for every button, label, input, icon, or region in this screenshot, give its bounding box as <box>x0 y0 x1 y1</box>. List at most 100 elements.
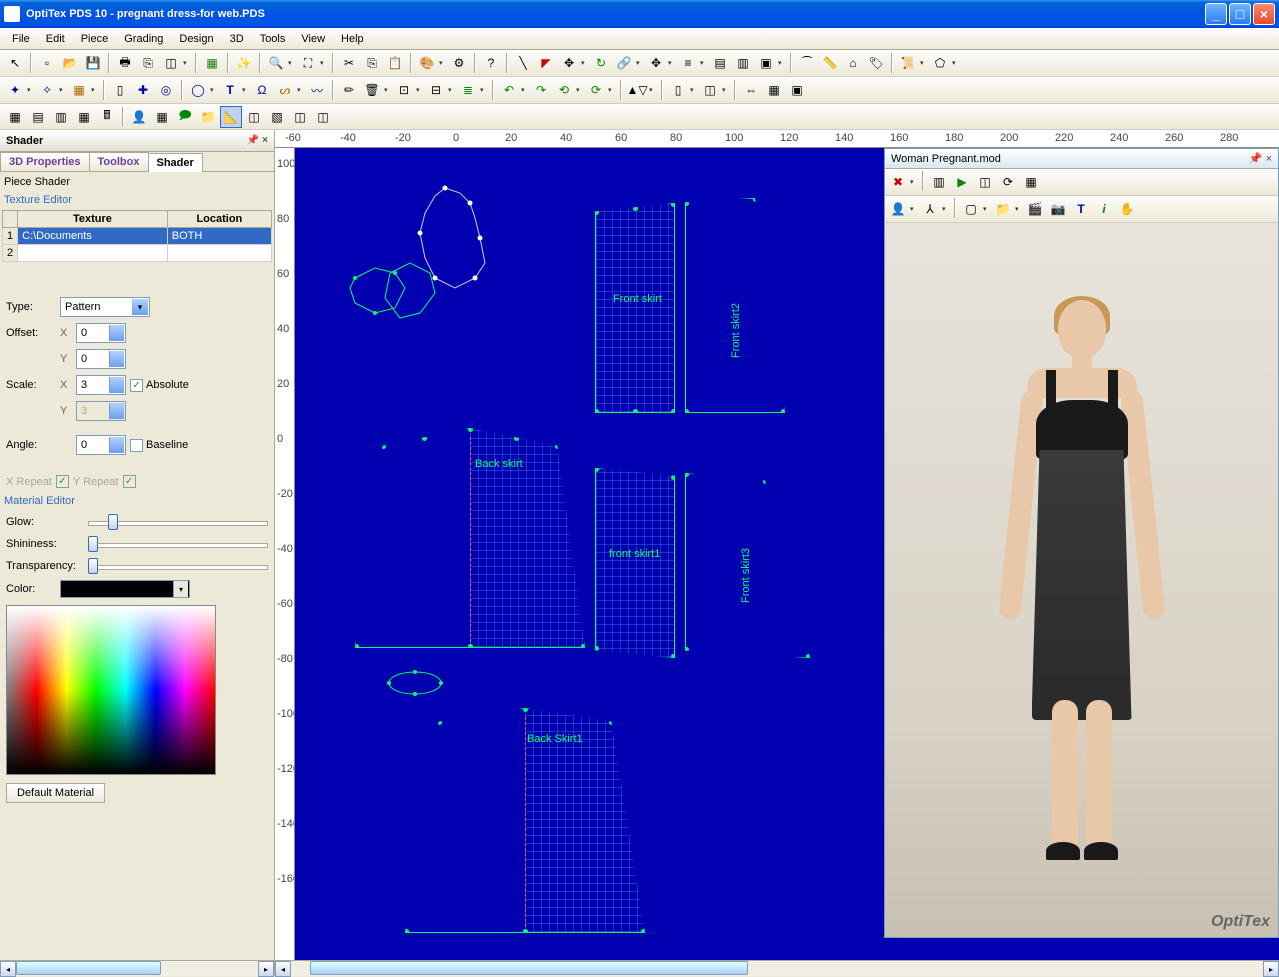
mirror-icon[interactable]: ▲▽ <box>626 79 648 101</box>
redo-icon[interactable]: ↷ <box>530 79 552 101</box>
table1-icon[interactable]: ▤ <box>27 106 49 128</box>
tag-icon[interactable]: 🏷 <box>865 52 887 74</box>
zoom-in-icon[interactable]: 🔍 <box>265 52 287 74</box>
folder-icon[interactable]: 📁 <box>197 106 219 128</box>
doc-icon[interactable]: ▯ <box>667 79 689 101</box>
paste-icon[interactable]: 📋 <box>384 52 406 74</box>
menu-file[interactable]: File <box>4 31 38 47</box>
refresh3d-icon[interactable]: ⟳ <box>997 171 1019 193</box>
copy-icon[interactable]: ⎘ <box>361 52 383 74</box>
play-icon[interactable]: ▶ <box>951 171 973 193</box>
maximize-button[interactable]: □ <box>1229 3 1251 25</box>
screen-icon[interactable]: ▢ <box>960 198 982 220</box>
point-sel-icon[interactable]: ✧ <box>36 79 58 101</box>
pattern3-icon[interactable]: ◫ <box>289 106 311 128</box>
front-skirt1-piece[interactable] <box>595 468 675 658</box>
brush-icon[interactable]: ✏ <box>338 79 360 101</box>
baseline-checkbox[interactable]: Baseline <box>130 439 188 452</box>
undo-icon[interactable]: ↶ <box>498 79 520 101</box>
stack-icon[interactable]: ▥ <box>732 52 754 74</box>
measure-icon[interactable]: 📏 <box>819 52 841 74</box>
doc2-icon[interactable]: ◫ <box>699 79 721 101</box>
palette-icon[interactable]: 🎨 <box>416 52 438 74</box>
gear-icon[interactable]: ⚙ <box>448 52 470 74</box>
refresh-icon[interactable]: ⟲ <box>553 79 575 101</box>
pattern1-icon[interactable]: ◫ <box>243 106 265 128</box>
left-scrollbar[interactable]: ◂▸ <box>0 960 274 976</box>
align-icon[interactable]: ≡ <box>677 52 699 74</box>
point-add-icon[interactable]: ✦ <box>4 79 26 101</box>
bodice-pieces[interactable] <box>325 178 525 348</box>
view-mode-icon[interactable]: ◫ <box>974 171 996 193</box>
refresh2-icon[interactable]: ⟳ <box>585 79 607 101</box>
wave-icon[interactable]: 〰 <box>306 79 328 101</box>
balloon-icon[interactable]: 🗩 <box>174 106 196 128</box>
texture-table[interactable]: TextureLocation 1C:\DocumentsBOTH 2 <box>2 210 272 262</box>
default-material-button[interactable]: Default Material <box>6 783 105 803</box>
scroll-icon[interactable]: 📜 <box>897 52 919 74</box>
3d-viewport[interactable]: OptiTex <box>885 223 1278 937</box>
close-button[interactable]: × <box>1253 3 1275 25</box>
text-icon[interactable]: T <box>219 79 241 101</box>
table3-icon[interactable]: ▦ <box>73 106 95 128</box>
grid-lock-icon[interactable]: ▦ <box>763 79 785 101</box>
pin-icon[interactable]: 📌 × <box>247 135 268 146</box>
arrows-icon[interactable]: ✥ <box>558 52 580 74</box>
3d-panel-title[interactable]: Woman Pregnant.mod 📌 × <box>885 149 1278 169</box>
calc-icon[interactable]: 🖩 <box>96 106 118 128</box>
texture-row-1[interactable]: 1C:\DocumentsBOTH <box>3 228 272 245</box>
excel-icon[interactable]: ▦ <box>201 52 223 74</box>
list-icon[interactable]: ≣ <box>457 79 479 101</box>
zoom-fit-icon[interactable]: ⛶ <box>297 52 319 74</box>
rotate-icon[interactable]: ↻ <box>590 52 612 74</box>
omega-icon[interactable]: Ω <box>251 79 273 101</box>
angle-input[interactable]: 0 <box>76 435 126 455</box>
camera-icon[interactable]: 📷 <box>1047 198 1069 220</box>
back-skirt-piece[interactable] <box>355 428 585 648</box>
person-icon[interactable]: 👤 <box>128 106 150 128</box>
table2-icon[interactable]: ▥ <box>50 106 72 128</box>
menu-piece[interactable]: Piece <box>73 31 117 47</box>
tab-toolbox[interactable]: Toolbox <box>89 152 149 171</box>
trash-icon[interactable]: 🗑 <box>361 79 383 101</box>
menu-edit[interactable]: Edit <box>38 31 73 47</box>
menu-tools[interactable]: Tools <box>252 31 294 47</box>
target-icon[interactable]: ◎ <box>155 79 177 101</box>
bound-icon[interactable]: ▣ <box>786 79 808 101</box>
tab-3d-properties[interactable]: 3D Properties <box>0 152 90 171</box>
save-icon[interactable]: 💾 <box>82 52 104 74</box>
lock-h-icon[interactable]: ⇔ <box>740 79 762 101</box>
offset-y-input[interactable]: 0 <box>76 349 126 369</box>
path-icon[interactable]: ᔕ <box>274 79 296 101</box>
bring-front-icon[interactable]: ▣ <box>755 52 777 74</box>
circle-icon[interactable]: ◯ <box>187 79 209 101</box>
info-icon[interactable]: i <box>1093 198 1115 220</box>
minimize-button[interactable]: _ <box>1205 3 1227 25</box>
shininess-slider[interactable] <box>88 536 268 552</box>
notch-icon[interactable]: ⊟ <box>425 79 447 101</box>
menu-design[interactable]: Design <box>171 31 221 47</box>
seam-icon[interactable]: ⊡ <box>393 79 415 101</box>
pattern2-icon[interactable]: ▧ <box>266 106 288 128</box>
wand-icon[interactable]: ✨ <box>233 52 255 74</box>
menu-3d[interactable]: 3D <box>222 31 252 47</box>
menu-grading[interactable]: Grading <box>116 31 171 47</box>
menu-view[interactable]: View <box>293 31 333 47</box>
anchor-icon[interactable]: ✚ <box>132 79 154 101</box>
ruler-tri-icon[interactable]: 📐 <box>220 106 242 128</box>
house-icon[interactable]: ⌂ <box>842 52 864 74</box>
open-icon[interactable]: 📂 <box>59 52 81 74</box>
tab-shader[interactable]: Shader <box>148 153 203 172</box>
small-grid-icon[interactable]: ▦ <box>4 106 26 128</box>
pattern-canvas[interactable]: Front skirt Front skirt2 Back skirt <box>295 148 1279 960</box>
model-list-icon[interactable]: ▥ <box>928 171 950 193</box>
model-close-icon[interactable]: ✖ <box>887 171 909 193</box>
folder3d-icon[interactable]: 📁 <box>992 198 1014 220</box>
axes-icon[interactable]: ⅄ <box>919 198 941 220</box>
move-icon[interactable]: ✥ <box>645 52 667 74</box>
link-icon[interactable]: 🔗 <box>613 52 635 74</box>
scale-x-input[interactable]: 3 <box>76 375 126 395</box>
menu-help[interactable]: Help <box>333 31 372 47</box>
copy-doc-icon[interactable]: ⎘ <box>137 52 159 74</box>
help-icon[interactable]: ? <box>480 52 502 74</box>
